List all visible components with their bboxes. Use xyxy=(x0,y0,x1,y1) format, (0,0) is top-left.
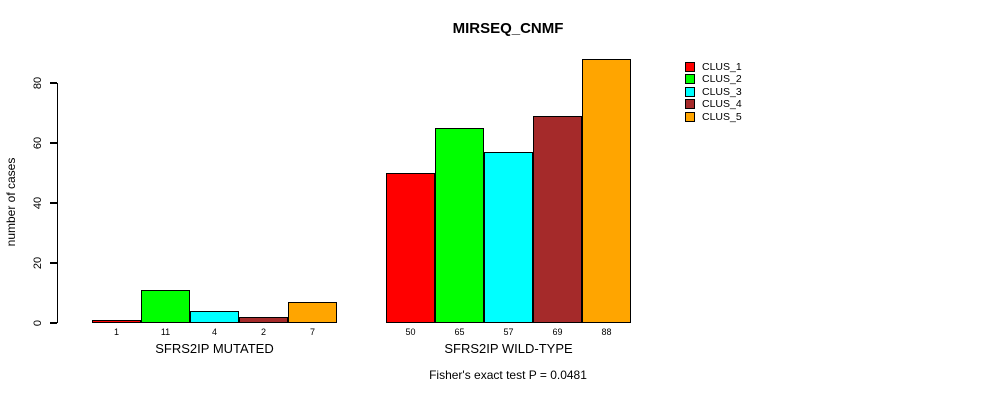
legend-label: CLUS_3 xyxy=(702,85,742,98)
bar-clus_3-group2 xyxy=(484,152,533,323)
y-tick-label-0: 0 xyxy=(32,319,44,327)
legend-label: CLUS_5 xyxy=(702,110,742,123)
bar-value-label: 57 xyxy=(503,327,514,337)
y-tick-mark-80 xyxy=(50,82,57,84)
bar-value-label: 1 xyxy=(113,327,120,337)
legend-label: CLUS_2 xyxy=(702,73,742,86)
bar-value-label: 50 xyxy=(405,327,416,337)
legend-swatch-icon xyxy=(685,86,695,97)
bar-clus_5-group2 xyxy=(582,59,631,323)
legend-row-clus_4: CLUS_4 xyxy=(685,98,742,111)
y-tick-mark-20 xyxy=(50,262,57,264)
bar-clus_4-group1 xyxy=(239,317,288,323)
bar-clus_4-group2 xyxy=(533,116,582,323)
bar-clus_5-group1 xyxy=(288,302,337,323)
y-tick-label-40: 40 xyxy=(32,196,44,210)
bar-value-label: 2 xyxy=(260,327,267,337)
bar-clus_1-group2 xyxy=(386,173,435,323)
legend-swatch-icon xyxy=(685,74,695,85)
group-label-wild-type: SFRS2IP WILD-TYPE xyxy=(444,341,573,356)
bar-clus_3-group1 xyxy=(190,311,239,323)
legend-label: CLUS_4 xyxy=(702,98,742,111)
legend-row-clus_5: CLUS_5 xyxy=(685,110,742,123)
legend: CLUS_1 CLUS_2 CLUS_3 CLUS_4 CLUS_5 xyxy=(685,61,742,123)
bar-clus_2-group1 xyxy=(141,290,190,323)
chart-title: MIRSEQ_CNMF xyxy=(452,20,564,37)
legend-row-clus_1: CLUS_1 xyxy=(685,61,742,73)
legend-swatch-icon xyxy=(685,62,695,72)
y-tick-mark-0 xyxy=(50,322,57,324)
bar-value-label: 69 xyxy=(552,327,563,337)
legend-swatch-icon xyxy=(685,99,695,110)
legend-row-clus_2: CLUS_2 xyxy=(685,73,742,86)
bar-clus_1-group1 xyxy=(92,320,141,323)
y-tick-label-80: 80 xyxy=(32,76,44,90)
bar-value-label: 11 xyxy=(160,327,171,337)
y-tick-label-20: 20 xyxy=(32,256,44,270)
y-axis-line xyxy=(57,83,59,323)
y-tick-label-60: 60 xyxy=(32,136,44,150)
bar-value-label: 4 xyxy=(211,327,218,337)
legend-label: CLUS_1 xyxy=(702,61,742,73)
bar-value-label: 7 xyxy=(309,327,316,337)
caption-fisher-test: Fisher's exact test P = 0.0481 xyxy=(429,368,587,382)
y-axis-label: number of cases xyxy=(4,157,18,247)
bar-clus_2-group2 xyxy=(435,128,484,323)
y-tick-mark-60 xyxy=(50,142,57,144)
bar-value-label: 88 xyxy=(601,327,612,337)
y-tick-mark-40 xyxy=(50,202,57,204)
bar-value-label: 65 xyxy=(454,327,465,337)
legend-row-clus_3: CLUS_3 xyxy=(685,85,742,98)
group-label-mutated: SFRS2IP MUTATED xyxy=(155,341,274,356)
legend-swatch-icon xyxy=(685,111,695,122)
